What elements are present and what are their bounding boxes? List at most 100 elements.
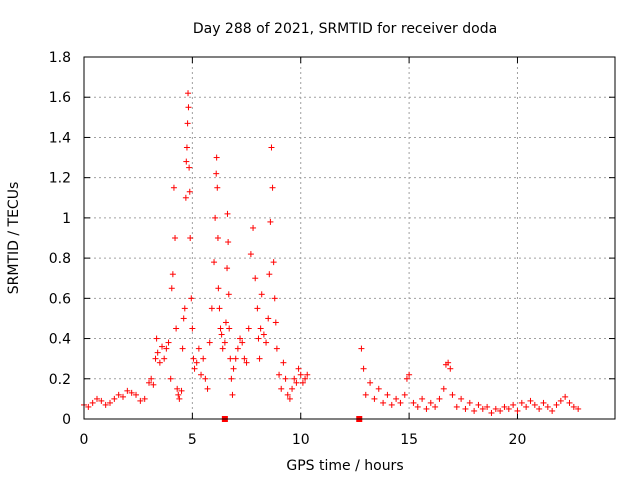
data-point — [553, 401, 560, 408]
y-tick-label: 1 — [62, 211, 71, 227]
data-point — [153, 335, 160, 342]
data-point — [189, 325, 196, 332]
data-point — [291, 375, 298, 382]
plot-frame — [83, 56, 616, 420]
data-point — [272, 319, 279, 326]
data-point — [214, 235, 221, 241]
data-point — [115, 391, 122, 398]
data-point — [174, 385, 181, 392]
data-point — [215, 285, 222, 292]
grid — [84, 57, 615, 419]
data-point — [406, 371, 413, 378]
data-point — [213, 154, 220, 161]
data-point — [186, 164, 193, 171]
data-point — [250, 224, 257, 231]
data-point — [447, 365, 454, 372]
data-point — [449, 391, 456, 398]
data-point — [148, 375, 155, 382]
data-point — [241, 355, 248, 362]
data-point — [505, 405, 512, 412]
data-point — [85, 403, 92, 410]
data-point — [165, 339, 172, 346]
data-point — [367, 379, 374, 386]
data-point — [510, 401, 517, 408]
data-point — [360, 365, 367, 372]
data-point — [180, 315, 187, 322]
data-point — [284, 391, 291, 398]
data-point — [410, 399, 417, 406]
data-point — [453, 403, 460, 410]
data-point — [260, 331, 267, 338]
y-tick-label: 1.6 — [49, 90, 71, 106]
data-point — [163, 345, 170, 352]
data-point — [276, 371, 283, 378]
data-point — [254, 305, 261, 312]
data-point — [221, 339, 228, 346]
data-point — [219, 345, 226, 352]
data-point — [172, 235, 179, 241]
data-point — [159, 343, 166, 350]
data-point — [212, 214, 219, 221]
data-point — [167, 375, 174, 382]
data-point — [384, 391, 391, 398]
data-point — [181, 305, 188, 312]
data-point — [232, 355, 239, 362]
data-point — [214, 184, 221, 191]
y-tick-label: 0 — [62, 412, 71, 428]
data-point — [397, 399, 404, 406]
data-point — [501, 403, 508, 410]
data-point — [289, 385, 296, 392]
data-point — [190, 355, 197, 362]
data-point — [218, 331, 225, 338]
data-point — [358, 345, 365, 352]
data-point — [302, 375, 309, 382]
data-point — [146, 379, 153, 386]
data-point — [237, 335, 244, 342]
data-point — [133, 391, 140, 398]
data-point — [297, 371, 304, 378]
data-point — [258, 291, 265, 298]
data-point — [107, 399, 114, 406]
data-point — [268, 144, 275, 151]
data-point — [175, 391, 182, 398]
data-point — [570, 403, 577, 410]
data-point — [169, 271, 176, 278]
data-point — [229, 391, 236, 398]
data-point — [182, 194, 189, 201]
data-point — [111, 395, 118, 402]
y-tick-label: 1.2 — [49, 171, 71, 187]
data-point — [173, 325, 180, 332]
data-point — [265, 315, 272, 322]
y-tick-label: 0.4 — [49, 332, 71, 348]
data-point — [183, 144, 190, 151]
data-point — [257, 325, 264, 332]
data-point — [527, 397, 534, 404]
data-point — [156, 359, 163, 366]
data-point — [458, 395, 465, 402]
data-point — [270, 259, 277, 266]
data-point — [161, 355, 168, 362]
data-point — [471, 407, 478, 414]
data-point — [179, 345, 186, 352]
data-point — [211, 259, 218, 266]
data-point — [562, 393, 569, 400]
data-point — [224, 210, 231, 217]
data-point — [255, 335, 262, 342]
data-point — [523, 403, 530, 410]
data-point — [401, 391, 408, 398]
data-point — [280, 359, 287, 366]
data-point — [414, 403, 421, 410]
data-point — [191, 365, 198, 372]
y-tick-label: 0.8 — [49, 251, 71, 267]
data-point — [540, 399, 547, 406]
data-point — [185, 90, 192, 97]
data-point — [245, 325, 252, 332]
data-point — [184, 120, 191, 127]
data-point — [252, 275, 259, 282]
data-point — [150, 381, 157, 388]
data-point — [154, 349, 161, 356]
data-point — [557, 397, 564, 404]
data-points — [81, 90, 582, 422]
data-point — [200, 355, 207, 362]
